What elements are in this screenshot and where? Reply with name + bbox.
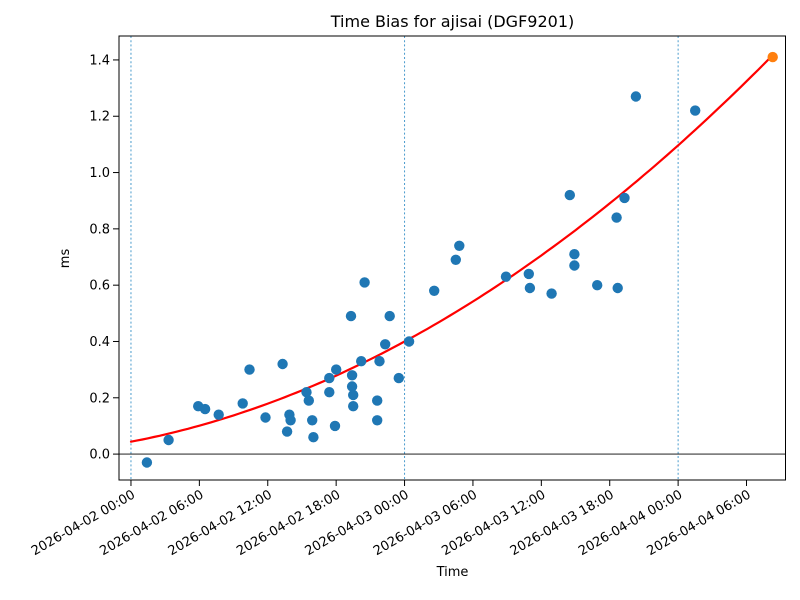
data-point [592,280,603,291]
data-point [285,415,296,426]
data-point [612,282,623,294]
data-point [331,364,342,375]
data-point [237,398,248,409]
y-tick-label: 0.0 [89,448,110,463]
chart-title: Time Bias for ajisai (DGF9201) [330,12,575,31]
data-point [281,426,293,437]
data-point [454,240,465,251]
y-tick-label: 1.4 [89,53,110,68]
data-point [346,381,358,392]
axes-frame [118,35,786,481]
data-point [348,389,359,401]
data-point [260,412,271,423]
data-point [619,192,630,204]
data-point [324,387,335,398]
x-axis-label: Time [436,565,469,580]
data-point [546,288,557,299]
data-point [500,271,512,282]
data-point [199,403,211,415]
data-point [301,387,312,398]
data-point [690,105,701,116]
data-point [141,457,153,468]
data-point [384,310,395,322]
data-point [348,401,359,412]
data-point [244,364,255,375]
data-point [324,372,335,384]
data-point [611,212,622,223]
data-point [393,372,404,384]
data-point [374,356,385,367]
data-point [308,432,319,443]
data-point [524,282,536,294]
y-tick-label: 1.2 [89,110,110,125]
data-point [429,285,440,296]
data-point [450,254,461,265]
data-point [630,91,642,102]
y-tick-label: 0.6 [89,279,110,294]
data-point [163,434,174,446]
data-point [372,415,383,426]
data-point [403,336,415,347]
y-tick-label: 0.4 [89,335,110,350]
highlight-point [767,51,778,63]
data-point [356,356,367,367]
data-point [213,409,224,420]
data-point [380,339,391,350]
data-point [372,395,383,406]
data-point [303,395,314,406]
fit-curve [129,54,774,443]
data-point [329,420,341,432]
data-point [523,268,534,280]
data-point [569,260,580,271]
data-point [569,249,580,260]
data-point [345,310,357,322]
data-point [346,370,358,381]
y-tick-label: 0.8 [89,222,110,237]
y-tick-label: 1.0 [89,166,110,181]
data-point [307,415,318,426]
data-point [359,277,370,288]
data-point [564,189,575,201]
y-tick-label: 0.2 [89,391,110,406]
data-point [277,358,288,370]
